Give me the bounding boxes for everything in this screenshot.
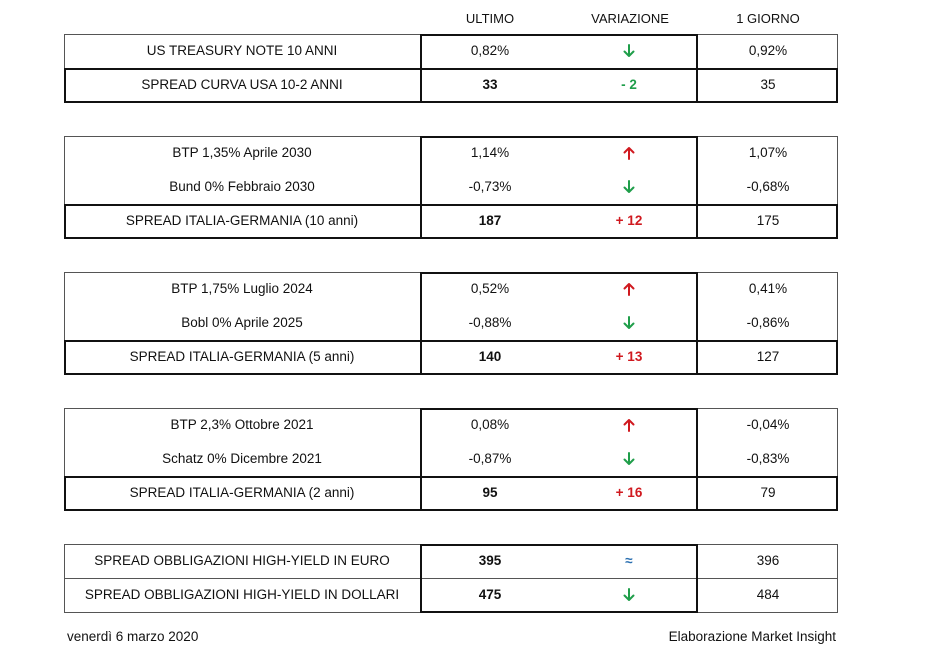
table-row: Bobl 0% Aprile 2025 -0,88% -0,86% <box>64 306 838 340</box>
arrow-down-icon <box>623 44 635 58</box>
arrow-up-icon <box>623 147 635 161</box>
row-name: US TREASURY NOTE 10 ANNI <box>146 43 338 58</box>
row-name: Bobl 0% Aprile 2025 <box>181 315 303 330</box>
row-ultimo: 140 <box>478 349 502 364</box>
row-1-giorno: 484 <box>756 587 780 602</box>
row-ultimo: 0,82% <box>470 43 510 58</box>
row-1-giorno: -0,83% <box>746 451 790 466</box>
approx-equal-icon: ≈ <box>625 553 633 568</box>
arrow-down-icon <box>623 180 635 194</box>
footer-date: venerdì 6 marzo 2020 <box>67 629 199 644</box>
row-ultimo: 1,14% <box>470 145 510 160</box>
table-row: SPREAD OBBLIGAZIONI HIGH-YIELD IN EURO 3… <box>64 544 838 578</box>
row-1-giorno: 0,41% <box>748 281 788 296</box>
row-1-giorno: 396 <box>756 553 780 568</box>
table-row: BTP 1,75% Luglio 2024 0,52% 0,41% <box>64 272 838 306</box>
row-ultimo: 475 <box>478 587 502 602</box>
table-italia-germania-2y: BTP 2,3% Ottobre 2021 0,08% -0,04% Schat… <box>64 408 838 511</box>
row-1-giorno: 0,92% <box>748 43 788 58</box>
arrow-up-icon <box>623 283 635 297</box>
row-variazione <box>560 170 698 204</box>
row-ultimo: 33 <box>482 77 498 92</box>
row-variazione: - 2 <box>621 77 637 92</box>
row-variazione: + 13 <box>615 349 643 364</box>
row-name: Schatz 0% Dicembre 2021 <box>162 451 322 466</box>
table-row: Schatz 0% Dicembre 2021 -0,87% -0,83% <box>64 442 838 476</box>
row-name: SPREAD ITALIA-GERMANIA (2 anni) <box>129 485 355 500</box>
table-row: SPREAD CURVA USA 10-2 ANNI 33 - 2 35 <box>64 68 838 102</box>
row-variazione <box>560 306 698 340</box>
arrow-down-icon <box>623 316 635 330</box>
table-row: US TREASURY NOTE 10 ANNI 0,82% 0,92% <box>64 34 838 68</box>
row-1-giorno: 175 <box>756 213 780 228</box>
table-italia-germania-5y: BTP 1,75% Luglio 2024 0,52% 0,41% Bobl 0… <box>64 272 838 375</box>
table-italia-germania-10y: BTP 1,35% Aprile 2030 1,14% 1,07% Bund 0… <box>64 136 838 239</box>
row-1-giorno: -0,86% <box>746 315 790 330</box>
table-row: SPREAD ITALIA-GERMANIA (5 anni) 140 + 13… <box>64 340 838 374</box>
row-variazione: + 16 <box>615 485 643 500</box>
row-name: SPREAD CURVA USA 10-2 ANNI <box>141 77 343 92</box>
row-variazione <box>560 272 698 306</box>
row-ultimo: -0,73% <box>468 179 512 194</box>
arrow-down-icon <box>623 452 635 466</box>
header-1-giorno: 1 GIORNO <box>736 11 800 26</box>
row-1-giorno: -0,04% <box>746 417 790 432</box>
row-name: SPREAD OBBLIGAZIONI HIGH-YIELD IN EURO <box>94 553 390 568</box>
row-1-giorno: 79 <box>760 485 776 500</box>
table-row: SPREAD OBBLIGAZIONI HIGH-YIELD IN DOLLAR… <box>64 578 838 612</box>
header-ultimo: ULTIMO <box>465 11 515 26</box>
row-name: Bund 0% Febbraio 2030 <box>169 179 315 194</box>
row-ultimo: 0,08% <box>470 417 510 432</box>
row-name: BTP 2,3% Ottobre 2021 <box>170 417 314 432</box>
row-variazione <box>560 442 698 476</box>
row-variazione: + 12 <box>615 213 643 228</box>
header-variazione: VARIAZIONE <box>591 11 669 26</box>
row-name: SPREAD ITALIA-GERMANIA (10 anni) <box>125 213 359 228</box>
table-row: Bund 0% Febbraio 2030 -0,73% -0,68% <box>64 170 838 204</box>
row-variazione <box>560 578 698 612</box>
table-us-treasury: US TREASURY NOTE 10 ANNI 0,82% 0,92% SPR… <box>64 34 838 103</box>
row-ultimo: -0,87% <box>468 451 512 466</box>
arrow-down-icon <box>623 588 635 602</box>
footer-credit: Elaborazione Market Insight <box>668 629 836 644</box>
row-name: SPREAD OBBLIGAZIONI HIGH-YIELD IN DOLLAR… <box>84 587 400 602</box>
row-name: BTP 1,35% Aprile 2030 <box>172 145 312 160</box>
row-variazione <box>560 408 698 442</box>
row-variazione <box>560 136 698 170</box>
table-row: BTP 1,35% Aprile 2030 1,14% 1,07% <box>64 136 838 170</box>
row-ultimo: 187 <box>478 213 502 228</box>
table-row: SPREAD ITALIA-GERMANIA (10 anni) 187 + 1… <box>64 204 838 238</box>
row-1-giorno: 35 <box>760 77 776 92</box>
row-ultimo: 395 <box>478 553 502 568</box>
row-1-giorno: 1,07% <box>748 145 788 160</box>
row-1-giorno: 127 <box>756 349 780 364</box>
row-name: SPREAD ITALIA-GERMANIA (5 anni) <box>129 349 355 364</box>
table-row: SPREAD ITALIA-GERMANIA (2 anni) 95 + 16 … <box>64 476 838 510</box>
row-ultimo: 0,52% <box>470 281 510 296</box>
table-row: BTP 2,3% Ottobre 2021 0,08% -0,04% <box>64 408 838 442</box>
row-variazione <box>560 34 698 68</box>
row-1-giorno: -0,68% <box>746 179 790 194</box>
arrow-up-icon <box>623 419 635 433</box>
table-high-yield: SPREAD OBBLIGAZIONI HIGH-YIELD IN EURO 3… <box>64 544 838 613</box>
row-ultimo: 95 <box>482 485 498 500</box>
row-name: BTP 1,75% Luglio 2024 <box>171 281 313 296</box>
row-ultimo: -0,88% <box>468 315 512 330</box>
